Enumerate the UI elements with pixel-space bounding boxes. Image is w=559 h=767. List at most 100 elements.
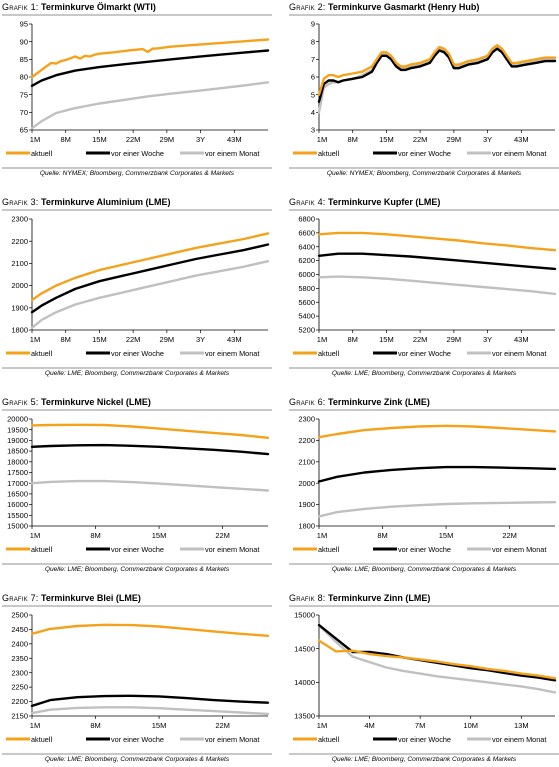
series-line	[30, 49, 270, 88]
chart-title: Grafik 6: Terminkurve Zink (LME)	[289, 397, 559, 408]
title-rule	[289, 409, 559, 411]
y-tick-label: 15500	[7, 511, 28, 520]
chart-panel: Grafik 8: Terminkurve Zinn (LME) 13500 140…	[289, 593, 559, 766]
y-tick-label: 19500	[7, 425, 28, 434]
legend-label: aktuell	[318, 545, 339, 554]
title-rule	[289, 605, 559, 607]
series-line	[317, 252, 557, 271]
legend-label: vor einem Monat	[205, 349, 259, 358]
line-chart: 5200 5400 5600 5800 6000 6200 6400 6600 6800 1M 8M…	[293, 215, 557, 358]
legend-label: aktuell	[318, 735, 339, 744]
x-tick-label: 8M	[61, 135, 71, 144]
y-tick-label: 2300	[298, 415, 315, 424]
chart-title: Grafik 2: Terminkurve Gasmarkt (Henry Hu…	[289, 2, 559, 13]
x-tick-label: 3Y	[196, 135, 205, 144]
x-tick-label: 1M	[30, 721, 40, 730]
chart-panel: Grafik 5: Terminkurve Nickel (LME) 15000 1…	[2, 397, 272, 576]
title-rule	[289, 14, 559, 16]
legend-label: aktuell	[318, 149, 339, 158]
y-tick-label: 2000	[298, 479, 315, 488]
y-tick-label: 2450	[11, 625, 28, 634]
y-tick-label: 2100	[11, 259, 28, 268]
series-line	[30, 260, 270, 330]
series-line	[317, 47, 557, 103]
series-line	[30, 232, 270, 302]
x-tick-label: 22M	[126, 135, 141, 144]
line-chart: 13500 14000 14500 15000 1M 4M 7M 10M 13M aktuell v…	[293, 611, 557, 744]
y-tick-label: 5400	[298, 312, 315, 321]
line-chart: 2150 2200 2250 2300 2350 2400 2450 2500 1M 8M 15M 2…	[6, 611, 270, 744]
y-tick-label: 90	[20, 37, 28, 46]
y-tick-label: 14500	[294, 644, 315, 653]
chart-title-text: Terminkurve Zink (LME)	[328, 397, 430, 407]
x-tick-label: 8M	[90, 721, 100, 730]
series-line	[30, 81, 270, 130]
legend-label: vor einer Woche	[398, 545, 451, 554]
y-tick-label: 14000	[294, 678, 315, 687]
x-tick-label: 22M	[413, 135, 428, 144]
chart-title: Grafik 4: Terminkurve Kupfer (LME)	[289, 197, 559, 208]
y-tick-label: 6800	[298, 215, 315, 224]
x-tick-label: 22M	[502, 531, 517, 540]
legend-label: aktuell	[31, 149, 52, 158]
x-tick-label: 43M	[227, 335, 242, 344]
y-tick-label: 2250	[11, 683, 28, 692]
legend-label: aktuell	[31, 735, 52, 744]
y-tick-label: 6600	[298, 228, 315, 237]
x-tick-label: 22M	[215, 531, 230, 540]
series-line	[30, 694, 270, 708]
y-tick-label: 2150	[11, 712, 28, 721]
source-note: Quelle: NYMEX; Bloomberg, Commerzbank Co…	[39, 170, 235, 177]
y-tick-label: 18000	[7, 457, 28, 466]
line-chart: 65 70 75 80 85 90 95 1M 8M 15M 22M 29M 3Y 43M aktuell v…	[6, 20, 270, 158]
chart-panel: Grafik 7: Terminkurve Blei (LME) 2150 2200…	[2, 593, 272, 766]
series-line	[317, 44, 557, 96]
y-tick-label: 2200	[298, 436, 315, 445]
x-tick-label: 29M	[160, 335, 175, 344]
y-tick-label: 85	[20, 55, 28, 64]
chart-number: Grafik 6:	[289, 397, 326, 407]
source-note: Quelle: LME; Bloomberg, Commerzbank Corp…	[44, 756, 230, 763]
series-line	[30, 623, 270, 637]
x-tick-label: 15M	[379, 335, 394, 344]
y-tick-label: 80	[20, 73, 28, 82]
legend-label: vor einer Woche	[111, 349, 164, 358]
x-tick-label: 15M	[152, 721, 167, 730]
series-line	[317, 275, 557, 296]
chart-title: Grafik 1: Terminkurve Ölmarkt (WTI)	[2, 2, 272, 13]
chart-panel: Grafik 3: Terminkurve Aluminium (LME) 180…	[2, 197, 272, 380]
legend-label: vor einer Woche	[398, 149, 451, 158]
chart-panel: Grafik 4: Terminkurve Kupfer (LME) 5200 54…	[289, 197, 559, 380]
y-tick-label: 17500	[7, 468, 28, 477]
x-tick-label: 22M	[215, 721, 230, 730]
y-tick-label: 2350	[11, 654, 28, 663]
y-tick-label: 2000	[11, 281, 28, 290]
y-tick-label: 19000	[7, 436, 28, 445]
series-line	[317, 231, 557, 252]
legend-label: vor einem Monat	[492, 149, 546, 158]
source-note: Quelle: LME; Bloomberg, Commerzbank Corp…	[331, 566, 517, 573]
series-line	[30, 38, 270, 79]
legend-label: aktuell	[31, 545, 52, 554]
y-tick-label: 70	[20, 108, 28, 117]
x-tick-label: 15M	[92, 135, 107, 144]
y-tick-label: 1800	[11, 326, 28, 335]
y-tick-label: 5600	[298, 298, 315, 307]
x-tick-label: 1M	[317, 721, 327, 730]
source-rule	[289, 753, 559, 755]
legend-label: aktuell	[31, 349, 52, 358]
chart-panel: Grafik 2: Terminkurve Gasmarkt (Henry Hu…	[289, 2, 559, 180]
legend-label: vor einer Woche	[398, 735, 451, 744]
legend-label: vor einer Woche	[398, 349, 451, 358]
legend-label: vor einem Monat	[492, 545, 546, 554]
x-tick-label: 43M	[227, 135, 242, 144]
x-tick-label: 8M	[348, 135, 358, 144]
legend-label: vor einer Woche	[111, 545, 164, 554]
x-tick-label: 4M	[364, 721, 374, 730]
legend-label: vor einem Monat	[492, 349, 546, 358]
title-rule	[2, 209, 272, 211]
y-tick-label: 5800	[298, 284, 315, 293]
chart-number: Grafik 2:	[289, 2, 326, 12]
x-tick-label: 29M	[447, 335, 462, 344]
